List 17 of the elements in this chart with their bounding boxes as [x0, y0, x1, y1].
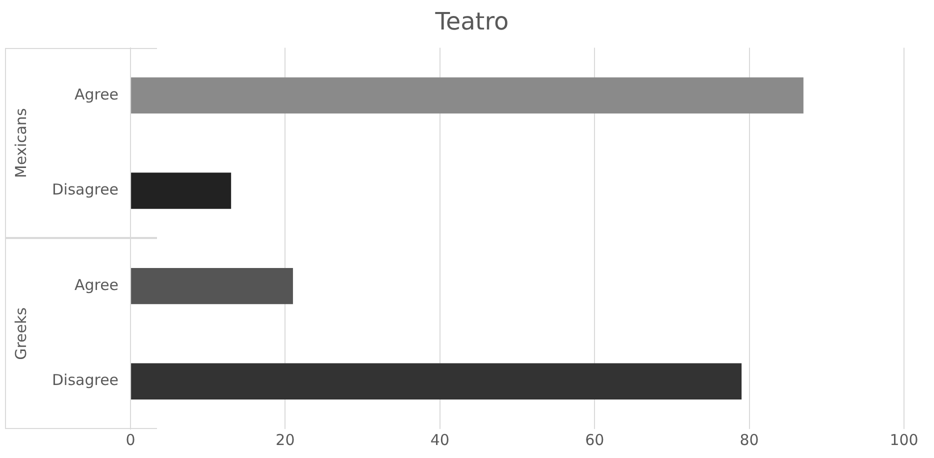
x-tick-label: 20 [276, 430, 295, 449]
bar [131, 268, 293, 304]
x-tick-label: 60 [585, 430, 604, 449]
x-tick-label: 80 [740, 430, 759, 449]
x-tick-label: 100 [890, 430, 918, 449]
bar [131, 363, 742, 400]
bar [131, 77, 804, 114]
y-tick-label: Agree [74, 85, 119, 104]
y-tick-label: Agree [74, 276, 119, 294]
text: Greeks [12, 307, 30, 360]
text: Mexicans [12, 108, 30, 178]
y-tick-label: Disagree [52, 180, 119, 199]
y-tick-label: Disagree [52, 371, 119, 390]
x-tick-label: 40 [430, 430, 450, 449]
bar [131, 172, 232, 209]
chart-title: Teatro [434, 8, 509, 36]
x-tick-label: 0 [126, 430, 136, 449]
